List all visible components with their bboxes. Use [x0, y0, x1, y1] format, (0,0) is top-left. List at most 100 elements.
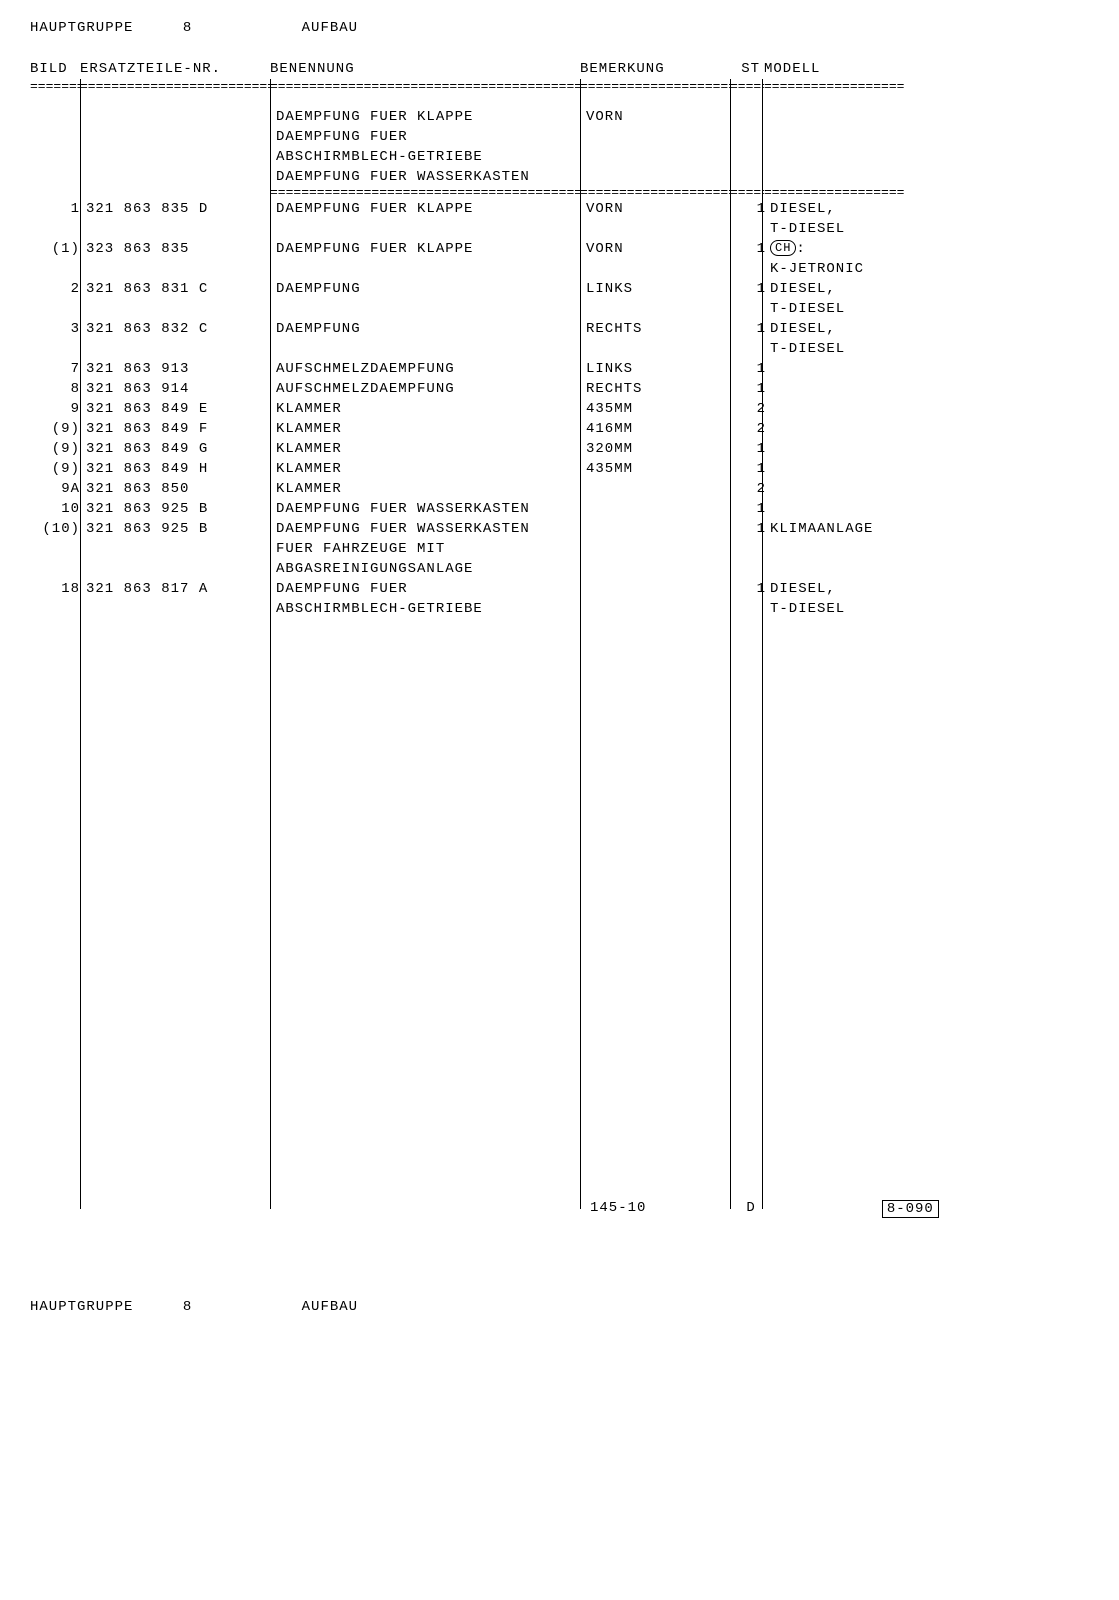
- cell-bild: 2: [30, 279, 86, 299]
- cell-bemerk: [586, 299, 736, 319]
- cell-bild: 3: [30, 319, 86, 339]
- cell-st: 1: [736, 199, 770, 219]
- column-divider: [730, 79, 731, 1209]
- cell-st: [736, 599, 770, 619]
- cell-part: [86, 559, 276, 579]
- footer-d-label: D: [746, 1200, 755, 1218]
- table-row: 8321 863 914AUFSCHMELZDAEMPFUNGRECHTS1: [30, 379, 1089, 399]
- cell-modell: DIESEL,: [770, 279, 910, 299]
- table-row: 3321 863 832 CDAEMPFUNGRECHTS1DIESEL,: [30, 319, 1089, 339]
- cell-st: 1: [736, 439, 770, 459]
- cell-name: [276, 259, 586, 279]
- cell-part: 321 863 914: [86, 379, 276, 399]
- cell-part: [86, 127, 276, 147]
- cell-modell: [770, 439, 910, 459]
- cell-name: DAEMPFUNG FUER KLAPPE: [276, 199, 586, 219]
- cell-bild: 1: [30, 199, 86, 219]
- page-footer-header: HAUPTGRUPPE 8 AUFBAU: [30, 1299, 1089, 1315]
- table-row: ABSCHIRMBLECH-GETRIEBE T-DIESEL: [30, 599, 1089, 619]
- table-row: (10)321 863 925 BDAEMPFUNG FUER WASSERKA…: [30, 519, 1089, 539]
- cell-name: ABSCHIRMBLECH-GETRIEBE: [276, 599, 586, 619]
- cell-modell: K-JETRONIC: [770, 259, 910, 279]
- cell-name: KLAMMER: [276, 439, 586, 459]
- cell-modell: T-DIESEL: [770, 299, 910, 319]
- cell-bild: (10): [30, 519, 86, 539]
- cell-name: FUER FAHRZEUGE MIT: [276, 539, 586, 559]
- cell-name: KLAMMER: [276, 479, 586, 499]
- cell-st: 2: [736, 479, 770, 499]
- cell-bemerk: [586, 579, 736, 599]
- page-header: HAUPTGRUPPE 8 AUFBAU: [30, 20, 1089, 36]
- cell-st: 1: [736, 359, 770, 379]
- cell-part: 321 863 849 E: [86, 399, 276, 419]
- cell-modell: T-DIESEL: [770, 599, 910, 619]
- cell-modell: [770, 127, 910, 147]
- cell-name: ABGASREINIGUNGSANLAGE: [276, 559, 586, 579]
- cell-part: [86, 219, 276, 239]
- cell-bild: [30, 559, 86, 579]
- parts-table: BILD ERSATZTEILE-NR. BENENNUNG BEMERKUNG…: [30, 61, 1089, 619]
- cell-modell: T-DIESEL: [770, 219, 910, 239]
- cell-name: AUFSCHMELZDAEMPFUNG: [276, 359, 586, 379]
- cell-bemerk: 435MM: [586, 459, 736, 479]
- cell-bild: [30, 127, 86, 147]
- hauptgruppe-label-bottom: HAUPTGRUPPE: [30, 1299, 133, 1315]
- cell-name: DAEMPFUNG FUER: [276, 127, 586, 147]
- cell-st: [736, 127, 770, 147]
- cell-bild: (9): [30, 459, 86, 479]
- column-divider: [80, 79, 81, 1209]
- cell-st: 1: [736, 519, 770, 539]
- table-row: (1)323 863 835DAEMPFUNG FUER KLAPPEVORN1…: [30, 239, 1089, 259]
- table-row: ABGASREINIGUNGSANLAGE: [30, 559, 1089, 579]
- table-row: 1321 863 835 DDAEMPFUNG FUER KLAPPEVORN1…: [30, 199, 1089, 219]
- cell-part: 323 863 835: [86, 239, 276, 259]
- cell-modell: [770, 359, 910, 379]
- cell-modell: KLIMAANLAGE: [770, 519, 910, 539]
- hauptgruppe-number-bottom: 8: [183, 1299, 192, 1315]
- separator-top: ========================================…: [30, 81, 1089, 93]
- cell-part: 321 863 925 B: [86, 499, 276, 519]
- table-row: 10321 863 925 BDAEMPFUNG FUER WASSERKAST…: [30, 499, 1089, 519]
- cell-modell: [770, 399, 910, 419]
- cell-bemerk: 320MM: [586, 439, 736, 459]
- cell-part: [86, 599, 276, 619]
- cell-bemerk: RECHTS: [586, 379, 736, 399]
- cell-bild: [30, 167, 86, 187]
- col-header-name: BENENNUNG: [270, 61, 580, 77]
- cell-part: 321 863 849 H: [86, 459, 276, 479]
- hauptgruppe-number: 8: [183, 20, 192, 36]
- separator-intro: ========================================…: [30, 187, 1089, 199]
- cell-part: [86, 539, 276, 559]
- cell-bemerk: LINKS: [586, 359, 736, 379]
- cell-bild: [30, 339, 86, 359]
- cell-bild: 7: [30, 359, 86, 379]
- table-row: T-DIESEL: [30, 219, 1089, 239]
- cell-modell: T-DIESEL: [770, 339, 910, 359]
- cell-modell: [770, 459, 910, 479]
- cell-st: [736, 167, 770, 187]
- cell-part: 321 863 831 C: [86, 279, 276, 299]
- cell-bemerk: 435MM: [586, 399, 736, 419]
- cell-name: AUFSCHMELZDAEMPFUNG: [276, 379, 586, 399]
- cell-part: 321 863 913: [86, 359, 276, 379]
- cell-name: DAEMPFUNG FUER: [276, 579, 586, 599]
- footer-d-box: 8-090: [882, 1200, 939, 1218]
- cell-modell: [770, 107, 910, 127]
- cell-name: DAEMPFUNG: [276, 279, 586, 299]
- cell-st: 1: [736, 319, 770, 339]
- table-row: 7321 863 913AUFSCHMELZDAEMPFUNGLINKS1: [30, 359, 1089, 379]
- cell-bild: [30, 219, 86, 239]
- cell-modell: [770, 379, 910, 399]
- cell-bemerk: [586, 127, 736, 147]
- cell-name: ABSCHIRMBLECH-GETRIEBE: [276, 147, 586, 167]
- column-divider: [762, 79, 763, 1209]
- cell-name: [276, 219, 586, 239]
- table-row: 9321 863 849 EKLAMMER435MM2: [30, 399, 1089, 419]
- cell-name: [276, 339, 586, 359]
- cell-modell: [770, 499, 910, 519]
- cell-st: 1: [736, 499, 770, 519]
- cell-bemerk: [586, 499, 736, 519]
- cell-bild: 9: [30, 399, 86, 419]
- cell-name: DAEMPFUNG FUER KLAPPE: [276, 239, 586, 259]
- cell-modell: [770, 419, 910, 439]
